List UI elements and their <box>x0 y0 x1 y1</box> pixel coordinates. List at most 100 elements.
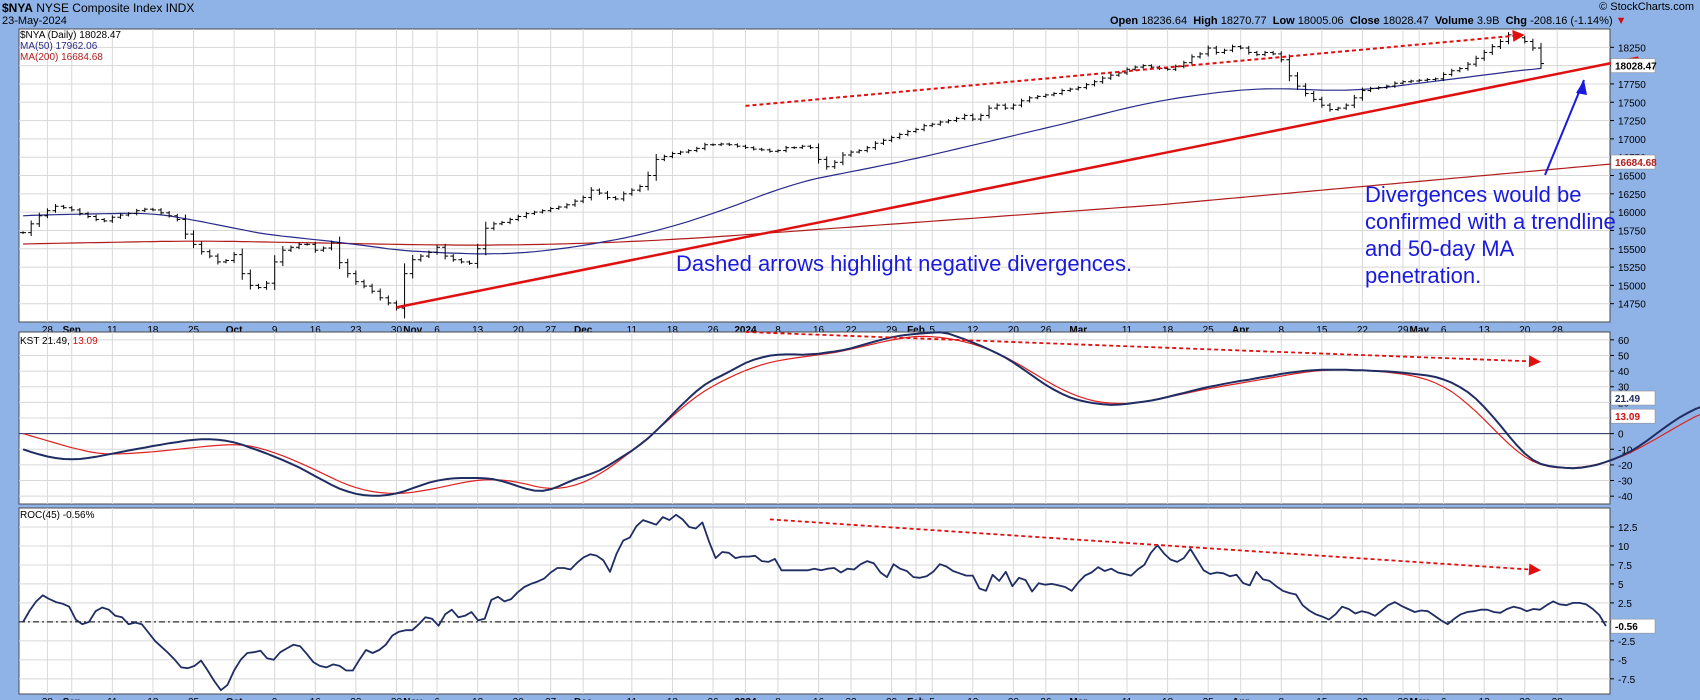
y-tick-label: 16000 <box>1618 208 1646 219</box>
annotation-line: Divergences would be <box>1365 182 1582 207</box>
price-legend-item: $NYA (Daily) 18028.47 <box>20 30 121 41</box>
x-tick-label: 15 <box>1316 697 1328 700</box>
symbol: $NYA <box>2 1 33 15</box>
y-tick-label: 10 <box>1618 542 1630 553</box>
x-tick-label: 13 <box>1479 697 1491 700</box>
x-tick-label: 18 <box>1162 325 1174 336</box>
y-tick-label: -30 <box>1618 477 1633 488</box>
x-tick-label: Mar <box>1069 697 1087 700</box>
annotation-line: confirmed with a trendline <box>1365 209 1616 234</box>
x-tick-label: 26 <box>707 697 719 700</box>
x-tick-label: Dec <box>574 325 593 336</box>
x-tick-label: May <box>1410 325 1430 336</box>
y-tick-label: 17500 <box>1618 98 1646 109</box>
y-tick-label: -10 <box>1618 445 1633 456</box>
index-name: NYSE Composite Index <box>36 1 163 15</box>
ma200-line <box>23 161 1631 246</box>
x-tick-label: 18 <box>1162 697 1174 700</box>
annotation-confirmation-note: Divergences would be confirmed with a tr… <box>1365 181 1616 289</box>
x-tick-label: 18 <box>147 325 159 336</box>
y-tick-label: -2.5 <box>1618 637 1636 648</box>
x-tick-label: 25 <box>1203 325 1215 336</box>
kst-last-value-box <box>1610 390 1656 406</box>
kst-legend: KST 21.49, 13.09 <box>20 336 98 347</box>
chg-down-arrow-icon: ▼ <box>1615 15 1627 27</box>
x-tick-label: 28 <box>1552 697 1564 700</box>
x-tick-label: 25 <box>188 325 200 336</box>
y-tick-label: 17000 <box>1618 135 1646 146</box>
close-label: Close <box>1349 15 1380 27</box>
kst-legend-item: KST 21.49, <box>20 336 70 347</box>
x-tick-label: May <box>1410 697 1430 700</box>
x-tick-label: 13 <box>472 325 484 336</box>
chart-title-row: $NYA NYSE Composite Index INDX <box>2 1 194 15</box>
x-tick-label: Apr <box>1232 325 1249 336</box>
y-tick-label: -7.5 <box>1618 675 1636 686</box>
x-tick-label: Mar <box>1069 325 1087 336</box>
exchange: INDX <box>165 1 195 15</box>
x-tick-label: 12 <box>967 325 979 336</box>
close-value: 18028.47 <box>1382 15 1429 27</box>
x-tick-label: 29 <box>1397 697 1409 700</box>
x-tick-label: 26 <box>707 325 719 336</box>
x-tick-label: 2024 <box>734 325 757 336</box>
x-tick-label: Oct <box>226 325 243 336</box>
chg-label: Chg <box>1505 15 1527 27</box>
x-tick-label: 8 <box>775 697 781 700</box>
x-tick-label: 28 <box>42 697 54 700</box>
x-tick-label: 11 <box>627 697 638 700</box>
x-tick-label: Sep <box>63 325 81 336</box>
x-tick-label: 16 <box>310 697 322 700</box>
x-tick-label: 16 <box>310 325 322 336</box>
annotation-line: and 50-day MA <box>1365 236 1515 261</box>
roc-legend: ROC(45) -0.56% <box>20 510 95 521</box>
x-tick-label: 9 <box>272 697 278 700</box>
y-tick-label: 17750 <box>1618 80 1646 91</box>
x-tick-label: 23 <box>350 697 362 700</box>
annotation-arrow <box>1544 79 1585 176</box>
x-tick-label: 6 <box>434 325 440 336</box>
y-tick-label: 7.5 <box>1618 561 1632 572</box>
x-tick-label: 8 <box>775 325 781 336</box>
x-tick-label: 8 <box>1278 325 1284 336</box>
ma50-legend-item: MA(50) 17962.06 <box>20 41 98 52</box>
roc-divergence-arrow-head <box>1528 563 1542 576</box>
y-tick-label: 40 <box>1618 367 1630 378</box>
x-tick-label: 6 <box>1441 697 1447 700</box>
x-tick-label: 29 <box>1397 325 1409 336</box>
x-tick-label: Oct <box>226 697 243 700</box>
x-tick-label: 12 <box>967 697 979 700</box>
y-tick-label: 14750 <box>1618 300 1646 311</box>
x-tick-label: 2024 <box>734 697 757 700</box>
kst-divergence-arrow <box>745 331 1533 363</box>
ma200-legend-item: MA(200) 16684.68 <box>20 52 103 63</box>
y-tick-label: 15500 <box>1618 245 1646 256</box>
x-tick-label: 28 <box>42 325 54 336</box>
y-tick-label: -5 <box>1618 656 1627 667</box>
panel-background <box>18 507 1611 695</box>
x-tick-label: 22 <box>1357 697 1369 700</box>
price-divergence-arrow <box>745 34 1516 107</box>
x-tick-label: 11 <box>627 325 638 336</box>
y-tick-label: 15750 <box>1618 226 1646 237</box>
x-tick-label: 22 <box>1357 325 1369 336</box>
roc-last-value-box <box>1610 618 1656 634</box>
x-tick-label: 11 <box>107 325 118 336</box>
x-tick-label: 30 <box>391 325 403 336</box>
price-divergence-arrow-head <box>1512 29 1525 42</box>
kst-signal-legend-item: 13.09 <box>72 336 98 347</box>
x-tick-label: 22 <box>845 697 857 700</box>
x-tick-label: 18 <box>667 697 679 700</box>
y-tick-label: 15250 <box>1618 263 1646 274</box>
x-tick-label: 26 <box>1040 697 1052 700</box>
x-tick-label: 18 <box>667 325 679 336</box>
x-tick-label: 20 <box>1008 697 1020 700</box>
x-tick-label: 23 <box>350 325 362 336</box>
y-tick-label: 18250 <box>1618 43 1646 54</box>
x-tick-label: 27 <box>545 697 557 700</box>
x-tick-label: Feb <box>907 325 925 336</box>
y-tick-label: 0 <box>1618 430 1624 441</box>
x-tick-label: 16 <box>813 325 825 336</box>
x-tick-label: 11 <box>1122 697 1133 700</box>
